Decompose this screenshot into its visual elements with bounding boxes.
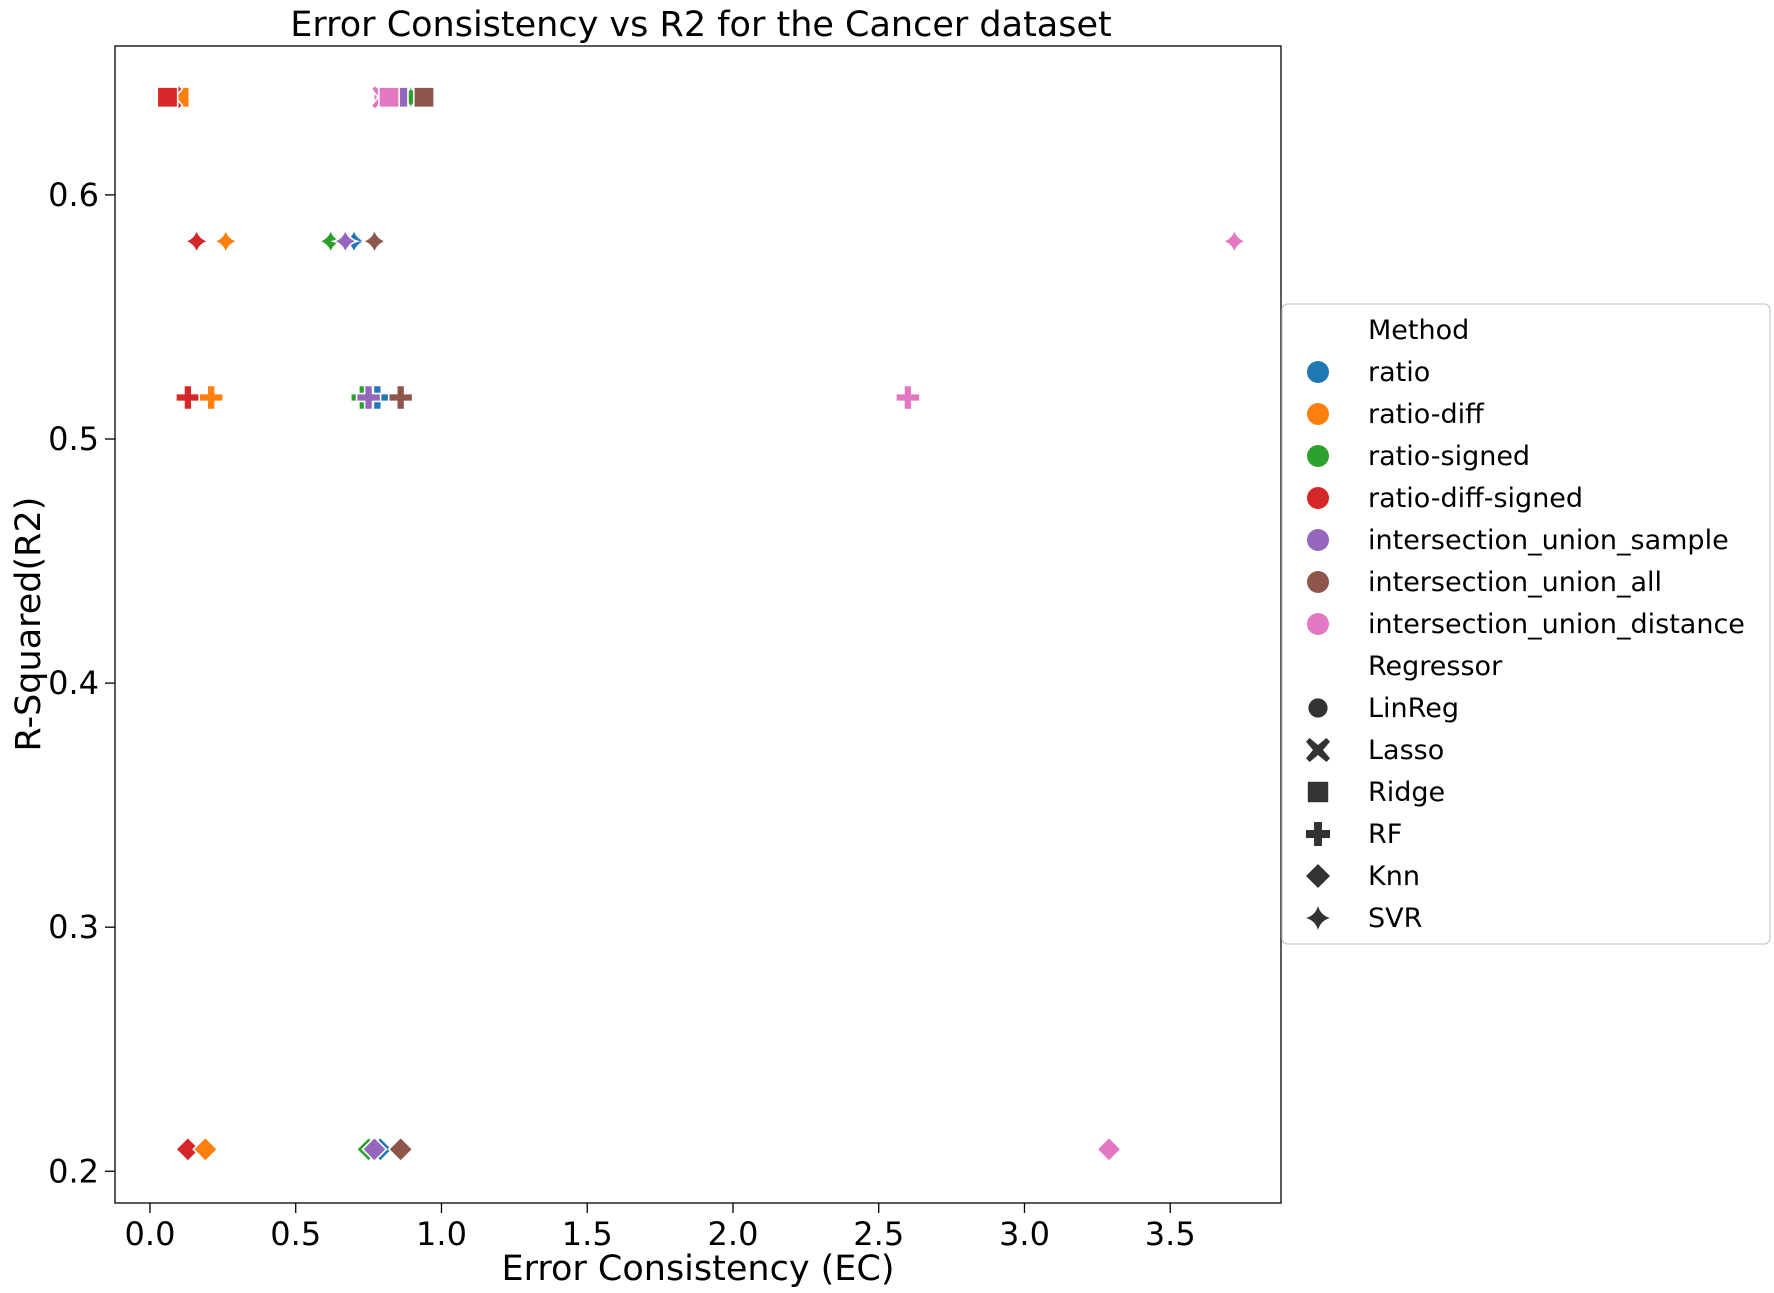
legend-label: Knn bbox=[1368, 861, 1420, 892]
legend-marker bbox=[1308, 698, 1328, 718]
x-axis-title: Error Consistency (EC) bbox=[501, 1249, 894, 1289]
data-point bbox=[1095, 1136, 1123, 1163]
data-point bbox=[175, 384, 201, 411]
legend-label: RF bbox=[1368, 819, 1402, 850]
legend-label: intersection_union_all bbox=[1368, 567, 1662, 598]
legend-label: ratio-diff bbox=[1368, 399, 1485, 430]
legend-marker bbox=[1306, 906, 1330, 930]
legend-label: ratio-signed bbox=[1368, 441, 1530, 472]
y-tick-label: 0.4 bbox=[48, 664, 99, 702]
y-tick-label: 0.6 bbox=[48, 176, 99, 214]
legend-swatch bbox=[1307, 529, 1329, 551]
x-tick-label: 2.5 bbox=[853, 1215, 904, 1253]
legend-swatch bbox=[1307, 613, 1329, 635]
legend-swatch bbox=[1307, 361, 1329, 383]
data-point bbox=[355, 384, 382, 411]
legend-swatch bbox=[1307, 571, 1329, 593]
data-point bbox=[895, 384, 921, 411]
data-point bbox=[412, 86, 435, 109]
legend-swatch bbox=[1307, 403, 1329, 425]
legend-marker bbox=[1306, 864, 1330, 888]
data-points bbox=[156, 84, 1250, 1163]
y-tick-label: 0.3 bbox=[48, 908, 99, 946]
data-point bbox=[387, 384, 414, 411]
data-point bbox=[192, 1136, 219, 1163]
x-tick-label: 1.0 bbox=[416, 1215, 467, 1253]
data-point bbox=[359, 226, 390, 257]
legend-swatch bbox=[1307, 445, 1329, 467]
plot-area bbox=[114, 45, 1282, 1204]
data-point bbox=[174, 1136, 202, 1163]
y-tick-label: 0.5 bbox=[48, 420, 99, 458]
x-tick-label: 0.5 bbox=[270, 1215, 321, 1253]
legend-label: ratio bbox=[1368, 357, 1430, 388]
x-tick-label: 2.0 bbox=[708, 1215, 759, 1253]
legend-label: Lasso bbox=[1368, 735, 1444, 766]
legend-marker bbox=[1306, 738, 1330, 762]
data-point bbox=[387, 1136, 414, 1163]
legend-method-title: Method bbox=[1368, 315, 1469, 346]
data-point bbox=[210, 226, 241, 257]
x-tick-label: 3.0 bbox=[999, 1215, 1050, 1253]
chart-title: Error Consistency vs R2 for the Cancer d… bbox=[290, 5, 1111, 45]
x-axis: 0.0 0.5 1.0 1.5 2.0 2.5 3.0 3.5 bbox=[125, 1203, 1196, 1253]
y-axis-title: R-Squared(R2) bbox=[9, 497, 49, 752]
legend-label: SVR bbox=[1368, 903, 1422, 934]
legend-label: LinReg bbox=[1368, 693, 1459, 724]
legend-label: Ridge bbox=[1368, 777, 1445, 808]
data-point bbox=[361, 1136, 388, 1163]
y-axis: 0.2 0.3 0.4 0.5 0.6 bbox=[48, 176, 115, 1190]
legend-regressor-title: Regressor bbox=[1368, 651, 1503, 682]
legend-label: ratio-diff-signed bbox=[1368, 483, 1583, 514]
legend-label: intersection_union_distance bbox=[1368, 609, 1745, 640]
data-point bbox=[330, 226, 361, 257]
data-point bbox=[378, 86, 401, 109]
data-point bbox=[156, 86, 179, 109]
legend-swatch bbox=[1307, 487, 1329, 509]
data-point bbox=[181, 226, 212, 257]
y-tick-label: 0.2 bbox=[48, 1152, 99, 1190]
x-tick-label: 3.5 bbox=[1145, 1215, 1196, 1253]
data-point bbox=[198, 384, 224, 411]
data-point bbox=[1219, 226, 1250, 257]
legend-label: intersection_union_sample bbox=[1368, 525, 1729, 556]
legend-marker bbox=[1307, 781, 1329, 803]
x-tick-label: 0.0 bbox=[125, 1215, 176, 1253]
legend: Method ratio ratio-diff ratio-signed ratio-d… bbox=[1281, 303, 1771, 945]
x-tick-label: 1.5 bbox=[562, 1215, 613, 1253]
legend-frame bbox=[1281, 303, 1771, 945]
legend-marker bbox=[1306, 822, 1330, 846]
